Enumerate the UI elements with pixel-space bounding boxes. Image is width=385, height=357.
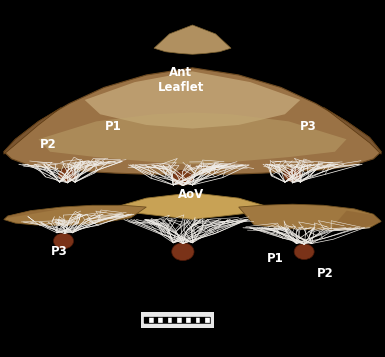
Bar (205, 317, 210, 323)
Polygon shape (239, 204, 381, 230)
Ellipse shape (172, 243, 194, 261)
Bar (144, 317, 210, 323)
Bar (191, 317, 196, 323)
Polygon shape (331, 211, 381, 230)
Polygon shape (4, 107, 62, 154)
Polygon shape (116, 193, 270, 220)
Bar (182, 317, 186, 323)
Ellipse shape (294, 244, 314, 260)
Text: Ant
Leaflet: Ant Leaflet (158, 66, 204, 94)
Polygon shape (8, 209, 62, 218)
Bar (163, 317, 168, 323)
Text: P2: P2 (40, 138, 57, 151)
Bar (201, 317, 205, 323)
Text: P1: P1 (105, 120, 122, 133)
Bar (154, 317, 158, 323)
Ellipse shape (58, 168, 77, 182)
Polygon shape (154, 25, 231, 54)
Text: P1: P1 (267, 252, 284, 265)
Bar (168, 317, 172, 323)
Bar (172, 317, 177, 323)
Text: AoV: AoV (177, 188, 204, 201)
Bar (149, 317, 154, 323)
Bar (177, 317, 182, 323)
Text: P3: P3 (51, 245, 68, 258)
Polygon shape (4, 68, 381, 175)
Bar (144, 317, 149, 323)
Ellipse shape (283, 168, 302, 182)
Bar (186, 317, 191, 323)
FancyBboxPatch shape (141, 312, 214, 328)
Polygon shape (38, 112, 346, 164)
Ellipse shape (54, 233, 74, 249)
Polygon shape (85, 71, 300, 129)
Ellipse shape (172, 170, 194, 185)
Bar (158, 317, 163, 323)
Bar (196, 317, 201, 323)
Polygon shape (4, 205, 146, 226)
Polygon shape (323, 107, 381, 154)
Text: P3: P3 (300, 120, 316, 133)
Text: P2: P2 (317, 267, 334, 280)
